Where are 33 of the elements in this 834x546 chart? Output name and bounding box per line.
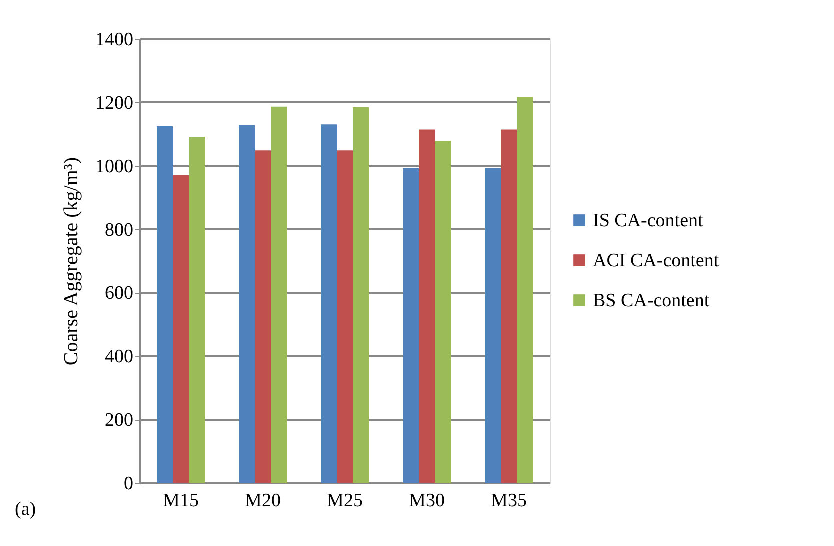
x-tick-label: M25 <box>327 490 363 512</box>
bar <box>173 175 189 483</box>
bar <box>321 124 337 483</box>
y-tick-label: 0 <box>124 474 134 494</box>
y-tick-label: 800 <box>105 220 134 241</box>
legend-label: BS CA-content <box>593 290 710 312</box>
bar <box>517 97 533 483</box>
bar <box>157 126 173 483</box>
y-tick-label: 1000 <box>96 156 134 178</box>
bar <box>435 141 451 483</box>
text: (a) <box>15 499 36 520</box>
bar <box>485 168 501 483</box>
x-tick-label: M35 <box>491 490 527 512</box>
bar <box>353 108 369 483</box>
bar <box>403 168 419 483</box>
bar <box>255 150 271 483</box>
y-axis-title: Coarse Aggregate (kg/m³) <box>60 157 82 366</box>
bar <box>337 150 353 483</box>
legend-label: ACI CA-content <box>593 250 720 272</box>
y-tick-label: 600 <box>105 283 134 304</box>
y-tick-label: 400 <box>105 346 134 368</box>
y-tick-label: 200 <box>105 410 134 432</box>
bar <box>189 136 205 483</box>
x-tick-label: M15 <box>163 490 199 512</box>
legend-label: IS CA-content <box>593 210 704 232</box>
y-tick-label: 1200 <box>96 92 134 114</box>
bar <box>419 130 435 483</box>
x-tick-label: M30 <box>409 490 445 512</box>
y-tick-label: 1400 <box>96 30 134 50</box>
bar <box>501 130 517 483</box>
bar <box>271 106 287 483</box>
bar <box>239 125 255 483</box>
x-tick-label: M20 <box>245 490 281 512</box>
